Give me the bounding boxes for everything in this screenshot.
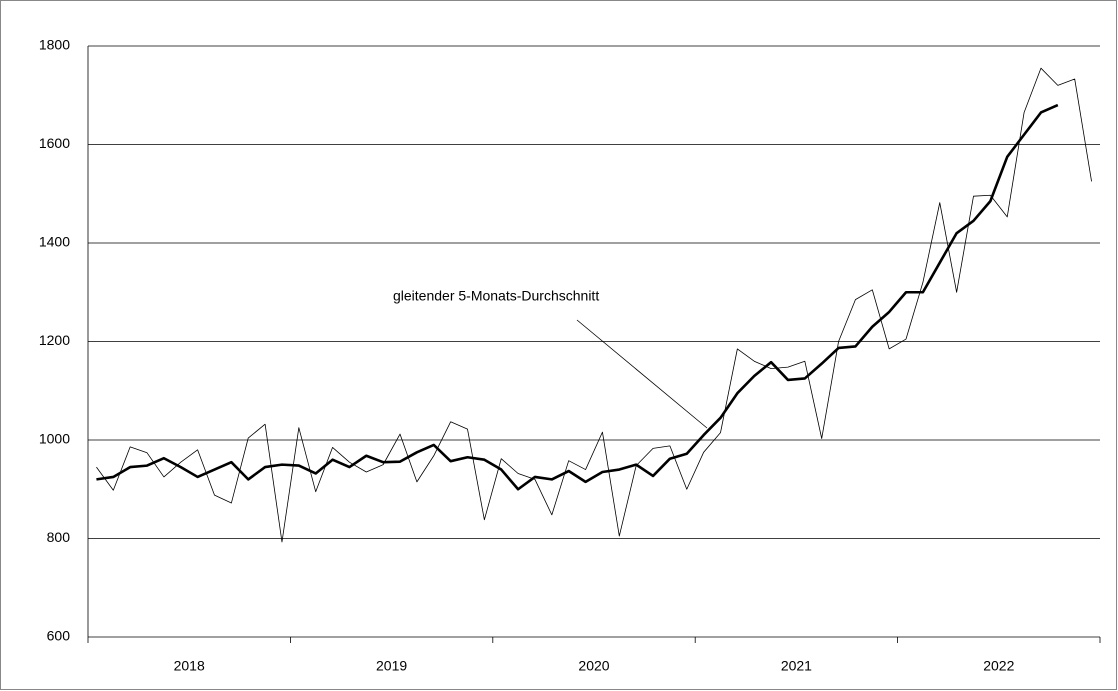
series-line [96,67,1092,543]
x-tick-label: 2020 [578,658,609,674]
x-tick-label: 2018 [174,658,205,674]
annotation: gleitender 5-Monats-Durchschnitt [393,288,599,304]
y-tick-label: 600 [47,628,71,644]
x-tick-label: 2019 [376,658,407,674]
annotation-pointer [576,319,708,429]
series-line [96,103,1059,491]
y-tick-label: 1600 [39,135,70,151]
y-tick-label: 800 [47,529,71,545]
y-tick-label: 1800 [39,37,70,53]
x-tick-label: 2021 [781,658,812,674]
y-tick-label: 1000 [39,431,70,447]
x-tick-label: 2022 [983,658,1014,674]
y-tick-label: 1400 [39,234,70,250]
y-tick-label: 1200 [39,332,70,348]
